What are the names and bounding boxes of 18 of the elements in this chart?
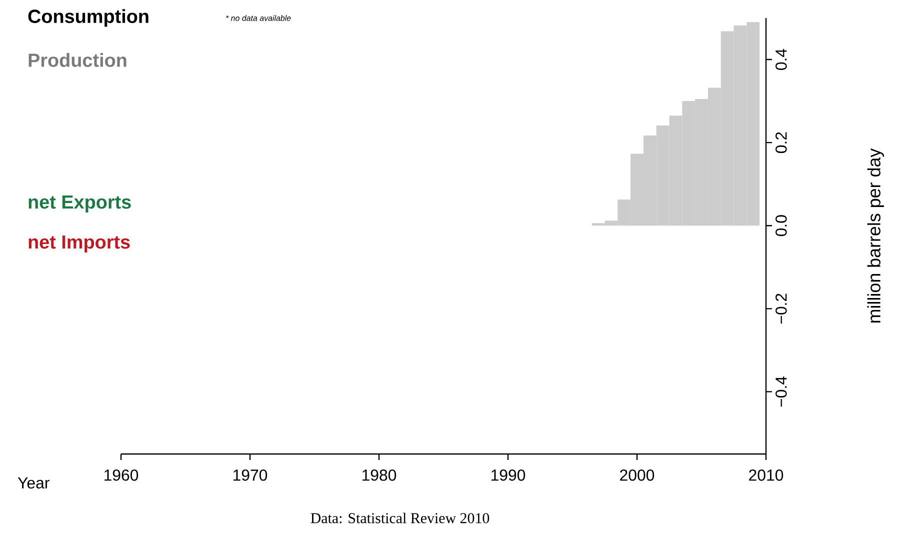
x-tick-label: 2000	[620, 470, 654, 481]
legend-label: net Exports	[28, 196, 131, 212]
y-tick-label: −0.2	[776, 294, 787, 324]
x-axis-title: Year	[18, 477, 50, 489]
y-tick-label: −0.4	[776, 376, 787, 407]
x-tick-label: 1960	[104, 470, 138, 481]
x-tick-label: 1980	[362, 470, 396, 481]
y-tick-label: 0.4	[776, 48, 787, 70]
x-tick-label: 2010	[749, 470, 784, 481]
legend-label: net Imports	[28, 236, 130, 252]
y-tick-label: 0.0	[776, 215, 787, 236]
text: Production	[28, 53, 126, 67]
x-tick-label: 1970	[233, 470, 268, 481]
legend-label: Consumption	[28, 9, 148, 27]
text: Data: Statistical Review 2010	[310, 512, 490, 524]
x-tick-label: 1990	[491, 470, 526, 481]
y-axis-title: million barrels per day	[867, 148, 884, 323]
y-tick-label: 0.2	[776, 132, 787, 154]
